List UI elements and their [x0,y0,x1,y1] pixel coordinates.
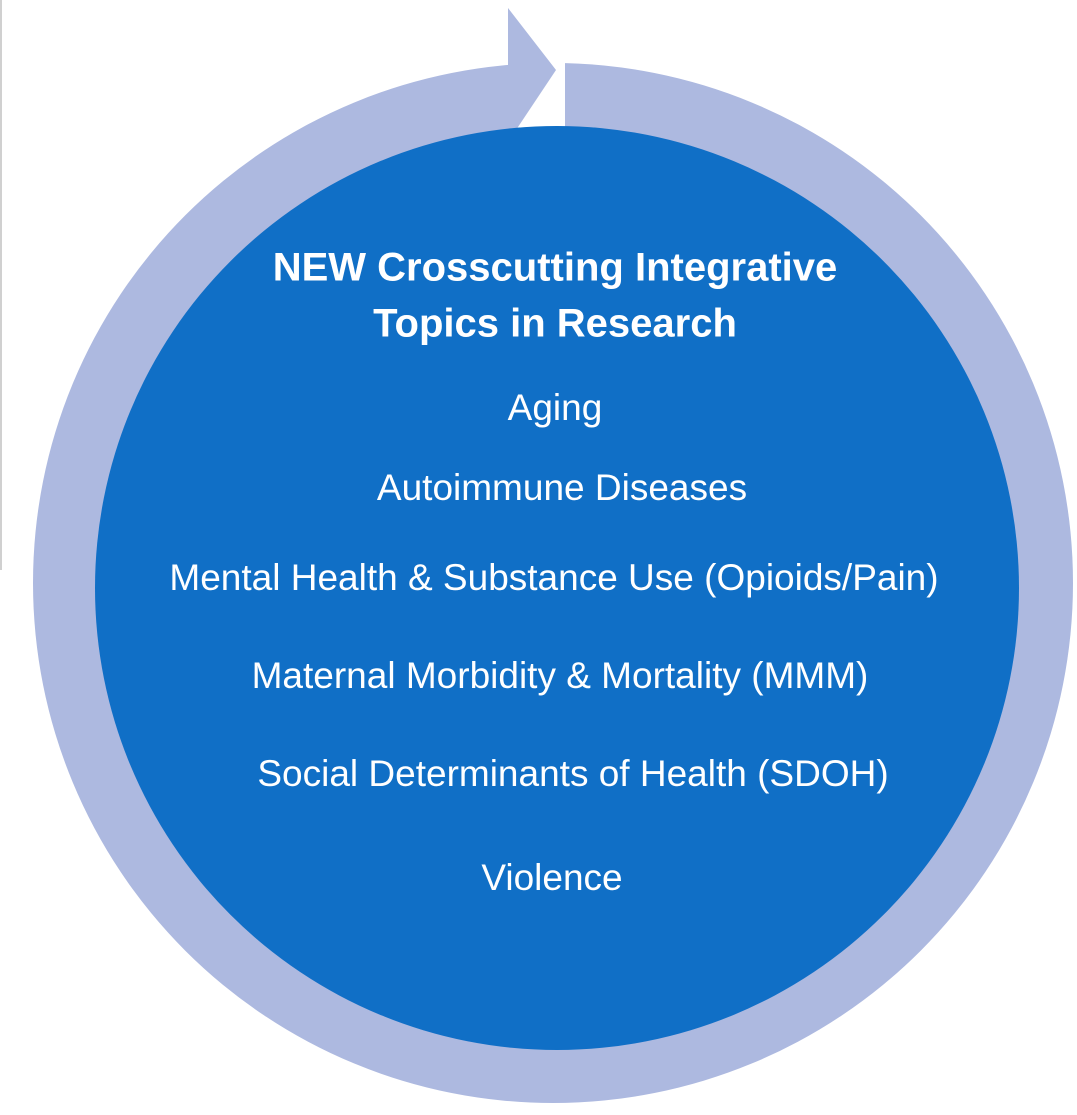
topic: Social Determinants of Health (SDOH) [257,753,888,794]
topic: Mental Health & Substance Use (Opioids/P… [169,557,938,598]
topic: Aging [508,387,603,428]
topic: Autoimmune Diseases [377,467,747,508]
inner-circle [95,126,1019,1050]
title-line: NEW Crosscutting Integrative [273,246,838,290]
title-line: Topics in Research [373,302,737,346]
topic: Violence [481,857,622,898]
topic: Maternal Morbidity & Mortality (MMM) [252,655,869,696]
arrow-head [508,8,556,142]
